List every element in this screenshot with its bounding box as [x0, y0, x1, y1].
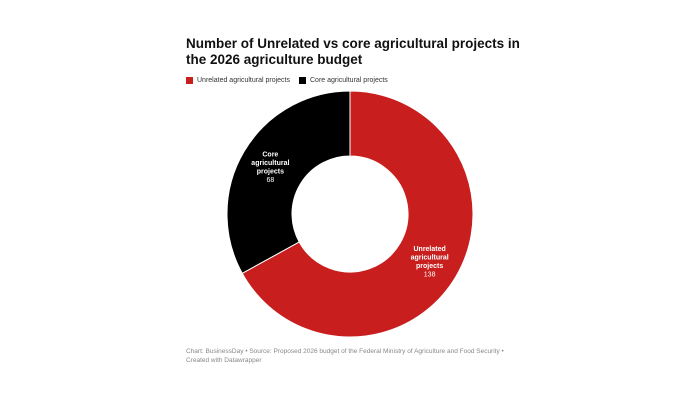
legend-label-core: Core agricultural projects — [310, 77, 388, 84]
donut-slice-unrelated — [241, 90, 474, 338]
chart-header: Number of Unrelated vs core agricultural… — [186, 36, 526, 84]
slice-label-unrelated: Unrelated agricultural projects 138 — [411, 246, 449, 279]
legend-item-unrelated: Unrelated agricultural projects — [186, 77, 290, 84]
slice-label-core: Core agricultural projects 68 — [251, 152, 289, 185]
legend-swatch-unrelated — [186, 77, 193, 84]
donut-slice-core — [226, 90, 351, 275]
chart-footer: Chart: BusinessDay • Source: Proposed 20… — [186, 348, 504, 364]
legend-label-unrelated: Unrelated agricultural projects — [197, 77, 290, 84]
legend-item-core: Core agricultural projects — [299, 77, 388, 84]
legend-swatch-core — [299, 77, 306, 84]
legend: Unrelated agricultural projects Core agr… — [186, 77, 526, 84]
chart-title: Number of Unrelated vs core agricultural… — [186, 36, 520, 67]
